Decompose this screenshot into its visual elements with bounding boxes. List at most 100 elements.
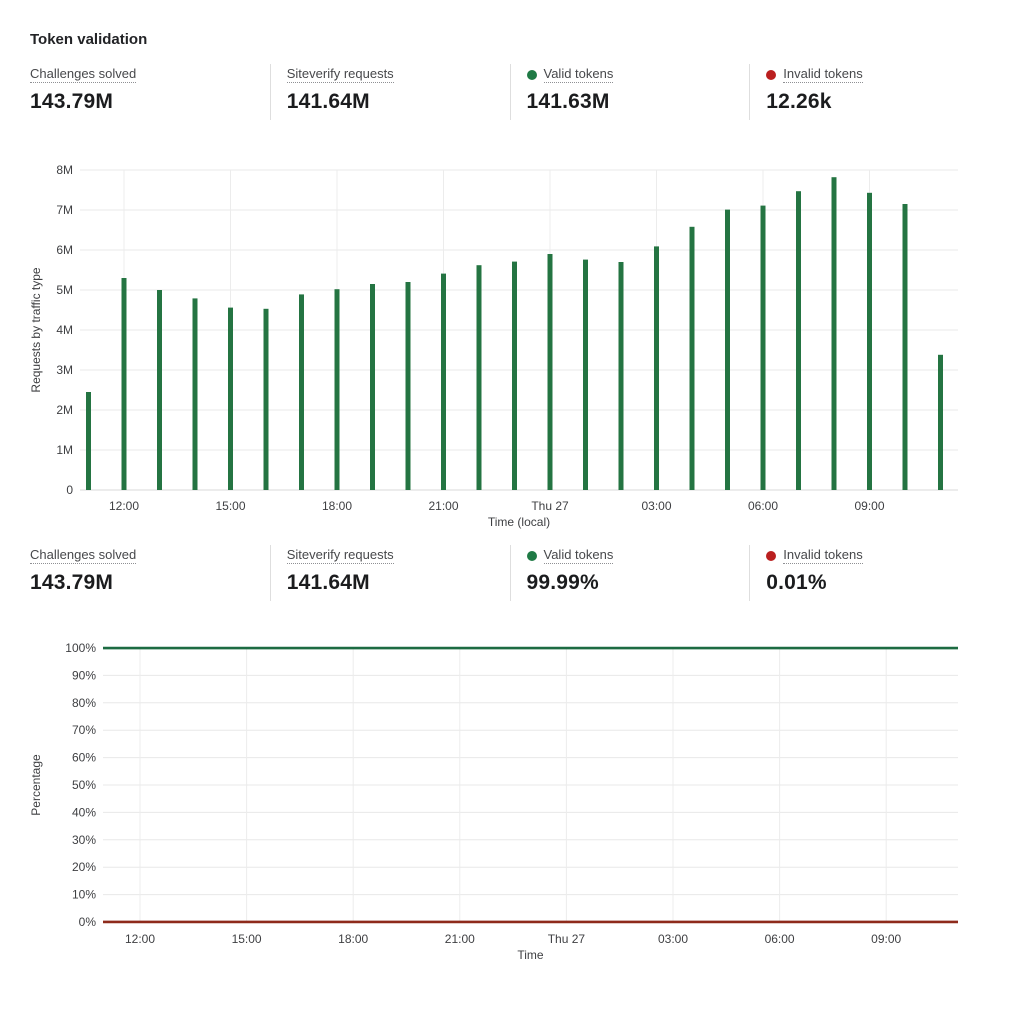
stat-card: Challenges solved 143.79M: [30, 545, 270, 601]
y-tick-label: 80%: [72, 696, 96, 710]
bar-15:00[interactable]: [228, 307, 233, 490]
bar-20:00[interactable]: [405, 282, 411, 490]
stat-value: 141.64M: [286, 571, 370, 594]
stat-value: 143.79M: [30, 571, 114, 594]
y-tick-label: 20%: [72, 860, 96, 874]
green-status-dot-icon: [526, 69, 537, 80]
bar-07:00[interactable]: [796, 191, 801, 490]
requests-by-traffic-type-chart: 0 1M 2M 3M 4M 5M 6M 7M 8M 12:00 15:00 18:00 21:00 Thu…: [29, 163, 958, 529]
stats-row-top: Challenges solved 143.79M Siteverify reque…: [30, 64, 989, 120]
stat-label-row: Valid tokens: [526, 66, 742, 83]
stat-value: 141.64M: [286, 90, 370, 113]
x-tick-label: 21:00: [428, 499, 458, 513]
stat-label-row: Siteverify requests: [286, 66, 502, 83]
bar-02:00[interactable]: [618, 262, 624, 490]
y-tick-label: 40%: [72, 805, 96, 819]
bar-22:00[interactable]: [476, 265, 482, 490]
stat-label-row: Valid tokens: [526, 547, 742, 564]
y-tick-label: 3M: [56, 363, 73, 377]
stat-label[interactable]: Invalid tokens: [783, 66, 863, 83]
bar-01:00[interactable]: [583, 259, 588, 490]
y-tick-label: 5M: [56, 283, 73, 297]
bar-03:00[interactable]: [654, 246, 659, 490]
x-tick-label: 03:00: [658, 932, 688, 946]
x-tick-label: 18:00: [338, 932, 368, 946]
y-tick-label: 2M: [56, 403, 73, 417]
y-tick-label: 60%: [72, 751, 96, 765]
stat-label[interactable]: Invalid tokens: [783, 547, 863, 564]
stat-value: 99.99%: [526, 571, 599, 594]
x-tick-label: 15:00: [232, 932, 262, 946]
stat-label[interactable]: Valid tokens: [543, 66, 614, 83]
bar-Thu 27[interactable]: [547, 254, 553, 490]
stat-label[interactable]: Siteverify requests: [286, 66, 394, 83]
y-tick-label: 6M: [56, 243, 73, 257]
y-axis-title: Requests by traffic type: [29, 267, 43, 393]
x-axis-title: Time: [517, 948, 544, 962]
percentage-chart: 0% 10% 20% 30% 40% 50% 60% 70% 80% 90% 100% 12:00 15…: [29, 641, 958, 962]
bar-09:00[interactable]: [867, 192, 872, 491]
x-tick-label: 09:00: [854, 499, 884, 513]
x-tick-label: 03:00: [641, 499, 671, 513]
stat-card: Invalid tokens 0.01%: [749, 545, 989, 601]
stat-value: 12.26k: [766, 90, 832, 113]
bar-04:00[interactable]: [689, 226, 695, 491]
red-status-dot-icon: [766, 550, 777, 561]
green-status-dot-icon: [526, 550, 537, 561]
bar-11:00[interactable]: [938, 354, 943, 490]
y-tick-label: 30%: [72, 833, 96, 847]
x-tick-label: Thu 27: [548, 932, 586, 946]
stat-card: Siteverify requests 141.64M: [269, 64, 510, 120]
y-tick-label: 10%: [72, 888, 96, 902]
stat-card: Valid tokens 99.99%: [509, 545, 750, 601]
bar-17:00[interactable]: [299, 294, 304, 490]
stat-card: Siteverify requests 141.64M: [269, 545, 510, 601]
x-tick-label: 21:00: [445, 932, 475, 946]
stat-card: Challenges solved 143.79M: [30, 64, 270, 120]
x-tick-label: Thu 27: [531, 499, 569, 513]
stats-row-bottom: Challenges solved 143.79M Siteverify reque…: [30, 545, 989, 601]
y-tick-label: 70%: [72, 723, 96, 737]
y-tick-label: 90%: [72, 668, 96, 682]
y-tick-label: 50%: [72, 778, 96, 792]
bar-21:00[interactable]: [441, 273, 446, 490]
x-axis-title: Time (local): [488, 515, 550, 529]
x-tick-label: 18:00: [322, 499, 352, 513]
bar-13:00[interactable]: [157, 290, 162, 490]
bar-08:00[interactable]: [831, 177, 837, 490]
stat-label[interactable]: Challenges solved: [30, 547, 137, 564]
bar-23:00[interactable]: [512, 261, 517, 490]
stat-value: 141.63M: [526, 90, 610, 113]
stat-label-row: Challenges solved: [30, 66, 262, 83]
x-tick-label: 12:00: [109, 499, 139, 513]
bar-19:00[interactable]: [370, 284, 375, 490]
y-tick-label: 7M: [56, 203, 73, 217]
stat-label[interactable]: Challenges solved: [30, 66, 137, 83]
y-tick-label: 8M: [56, 163, 73, 177]
stat-label-row: Siteverify requests: [286, 547, 502, 564]
bar-12:00[interactable]: [121, 278, 127, 490]
bar-06:00[interactable]: [760, 205, 766, 490]
stat-label[interactable]: Siteverify requests: [286, 547, 394, 564]
stat-label[interactable]: Valid tokens: [543, 547, 614, 564]
stat-label-row: Invalid tokens: [766, 66, 981, 83]
y-tick-label: 1M: [56, 443, 73, 457]
bar-16:00[interactable]: [263, 308, 269, 490]
bar-10:00[interactable]: [902, 204, 908, 490]
y-tick-label: 0: [66, 483, 73, 497]
stat-card: Invalid tokens 12.26k: [749, 64, 989, 120]
y-tick-label: 0%: [79, 915, 97, 929]
y-tick-label: 4M: [56, 323, 73, 337]
bar-05:00[interactable]: [725, 209, 730, 490]
stat-value: 0.01%: [766, 571, 827, 594]
bar-14:00[interactable]: [192, 298, 198, 490]
x-tick-label: 06:00: [748, 499, 778, 513]
bar-11:00[interactable]: [86, 392, 91, 490]
x-tick-label: 09:00: [871, 932, 901, 946]
x-tick-label: 15:00: [215, 499, 245, 513]
bar-18:00[interactable]: [334, 289, 340, 490]
stat-value: 143.79M: [30, 90, 114, 113]
x-tick-label: 06:00: [765, 932, 795, 946]
red-status-dot-icon: [766, 69, 777, 80]
y-axis-title: Percentage: [29, 754, 43, 816]
